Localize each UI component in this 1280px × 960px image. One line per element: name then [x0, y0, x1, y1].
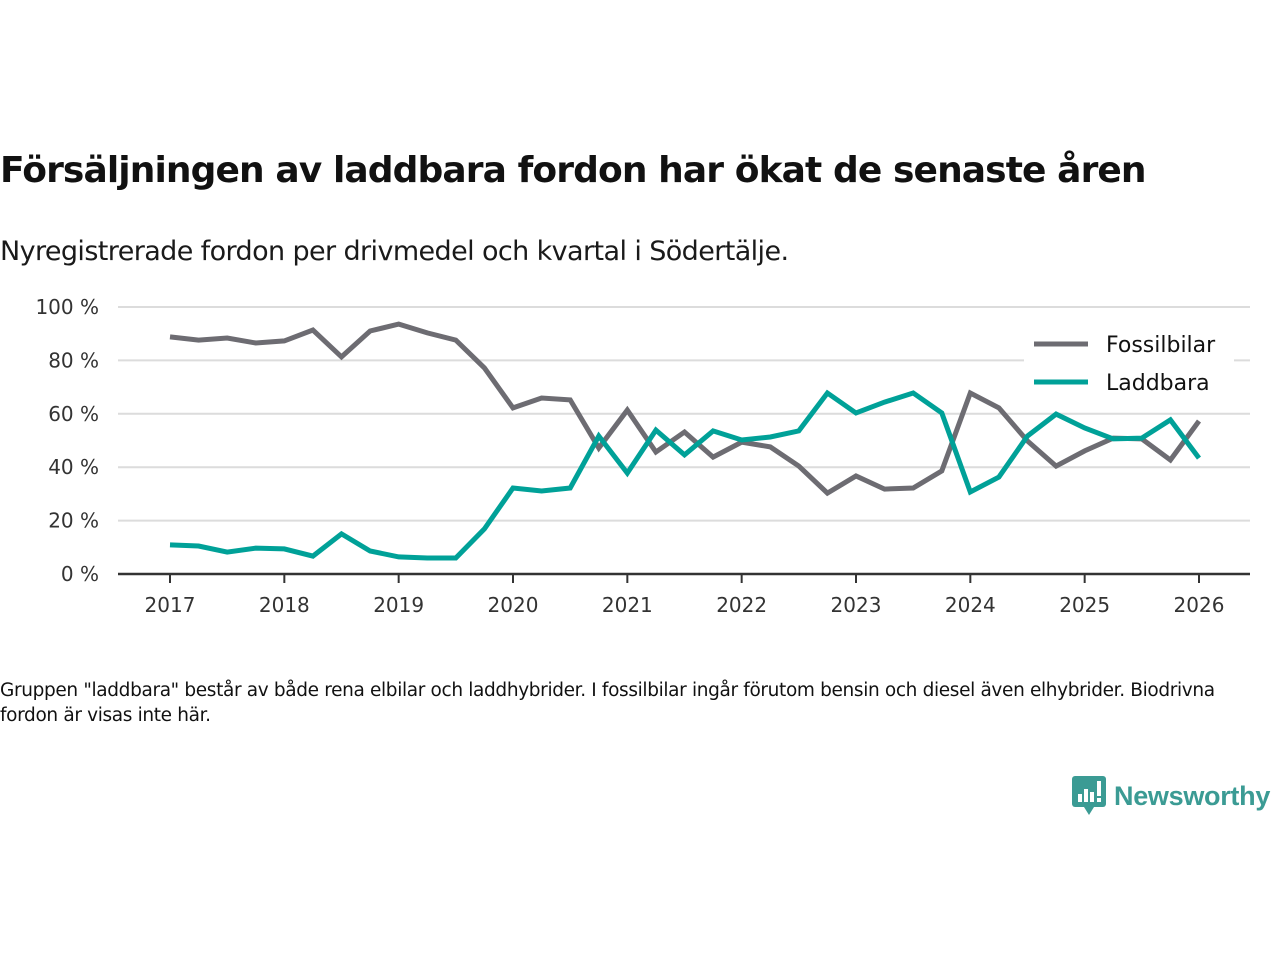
- line-chart: 0 % 20 % 40 % 60 % 80 % 100 % 2017 2018 2019 202…: [35, 295, 1250, 617]
- brand-name: Newsworthy: [1114, 780, 1271, 811]
- brand-logo[interactable]: Newsworthy: [1072, 776, 1270, 816]
- y-tick-label: 80 %: [48, 348, 99, 372]
- x-tick-label: 2021: [602, 593, 653, 617]
- legend-background: [1024, 320, 1234, 408]
- x-tick-label: 2023: [831, 593, 882, 617]
- x-axis: 2017 2018 2019 2020 2021 2022 2023 2024 2025 2026: [118, 572, 1250, 617]
- x-tick-label: 2020: [488, 593, 539, 617]
- y-tick-label: 0 %: [61, 562, 99, 586]
- y-axis: 0 % 20 % 40 % 60 % 80 % 100 %: [35, 295, 99, 586]
- legend: Fossilbilar Laddbara: [1024, 320, 1234, 408]
- footnote: Gruppen "laddbara" består av både rena e…: [0, 680, 1215, 726]
- y-tick-label: 100 %: [35, 295, 99, 319]
- x-tick-label: 2019: [373, 593, 424, 617]
- y-tick-label: 20 %: [48, 509, 99, 533]
- x-tick-label: 2026: [1174, 593, 1225, 617]
- y-tick-label: 60 %: [48, 402, 99, 426]
- y-tick-label: 40 %: [48, 455, 99, 479]
- x-tick-label: 2018: [259, 593, 310, 617]
- series-line-fossilbilar: [169, 321, 1202, 497]
- x-tick-label: 2022: [716, 593, 767, 617]
- x-tick-label: 2024: [945, 593, 996, 617]
- legend-label-fossilbilar: Fossilbilar: [1106, 333, 1216, 358]
- series-lines: [169, 321, 1202, 561]
- x-tick-label: 2017: [145, 593, 196, 617]
- chart-title: Försäljningen av laddbara fordon har öka…: [0, 150, 1147, 191]
- x-tick-label: 2025: [1059, 593, 1110, 617]
- chart-subtitle: Nyregistrerade fordon per drivmedel och …: [0, 236, 789, 267]
- legend-label-laddbara: Laddbara: [1106, 371, 1210, 396]
- newsworthy-logo-icon: [1072, 776, 1106, 815]
- series-line-laddbara: [169, 389, 1202, 561]
